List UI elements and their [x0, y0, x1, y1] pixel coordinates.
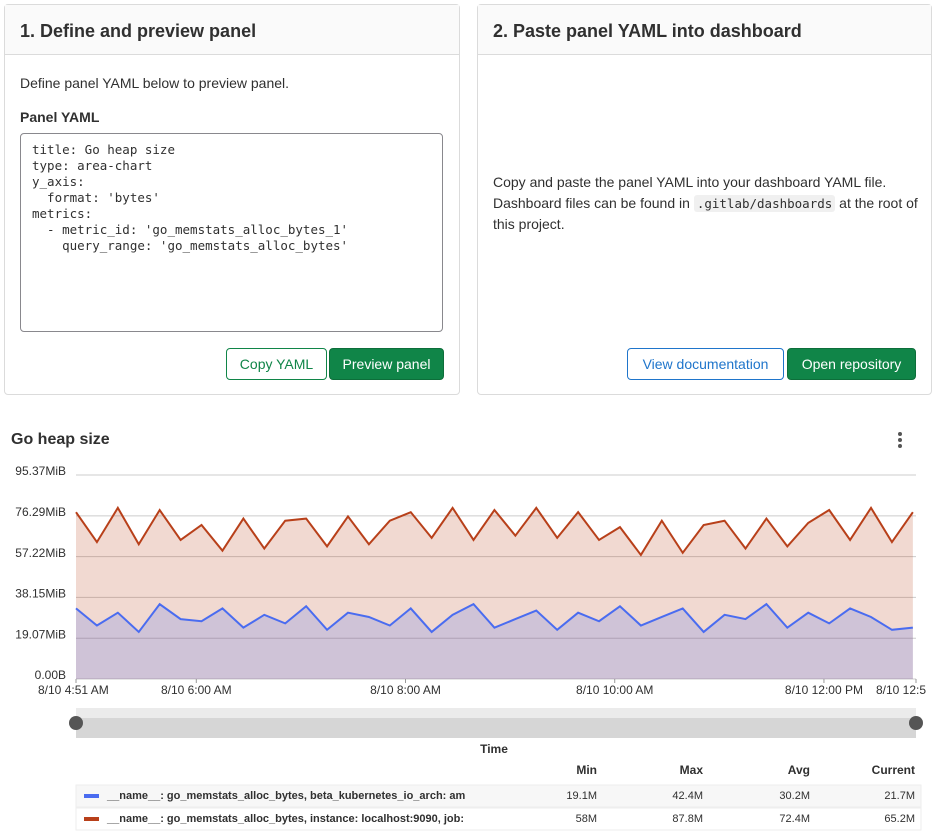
series-line: [75, 505, 914, 557]
x-tick-label: 8/10 12:00 PM: [785, 683, 863, 697]
zoom-handle[interactable]: [909, 716, 923, 730]
legend-stat: 30.2M: [779, 790, 810, 802]
preview-button[interactable]: Preview panel: [329, 348, 444, 380]
x-tick-label: 8/10 6:00 AM: [161, 683, 232, 697]
card-title: 2. Paste panel YAML into dashboard: [478, 5, 931, 55]
menu-button[interactable]: [898, 432, 902, 448]
y-tick-label: 57.22MiB: [15, 546, 66, 560]
y-tick-label: 19.07MiB: [15, 627, 66, 641]
x-tick-label: 8/10 8:00 AM: [370, 683, 441, 697]
text: Copy and paste the panel YAML into your …: [493, 174, 887, 211]
legend-row: [75, 784, 922, 808]
legend-column-header: Min: [576, 763, 597, 777]
legend-name: __name__: go_memstats_alloc_bytes, insta…: [106, 813, 464, 825]
legend-stat: 19.1M: [566, 790, 597, 802]
paste-card: 2. Paste panel YAML into dashboard Copy …: [477, 4, 932, 395]
docs-button[interactable]: View documentation: [627, 348, 784, 380]
repo-button[interactable]: Open repository: [787, 348, 916, 380]
legend-row: [75, 807, 922, 831]
y-tick-label: 38.15MiB: [15, 587, 66, 601]
yaml-editor[interactable]: title: Go heap size type: area-chart y_a…: [20, 133, 443, 332]
chart-title: Go heap size: [11, 431, 110, 448]
series-line: [75, 602, 913, 634]
legend-name: __name__: go_memstats_alloc_bytes, beta_…: [106, 790, 465, 802]
x-tick-label: 8/10 12:5: [876, 683, 926, 697]
legend-stat: 21.7M: [884, 790, 915, 802]
x-axis-label: Time: [480, 742, 508, 756]
legend-stat: 65.2M: [884, 813, 915, 825]
legend-column-header: Max: [680, 763, 704, 777]
area-fill: [76, 604, 913, 679]
area-fill: [76, 507, 913, 679]
legend-stat: 87.8M: [672, 813, 703, 825]
zoom-preview: [76, 718, 916, 738]
x-tick-label: 8/10 10:00 AM: [576, 683, 653, 697]
yaml-label: Panel YAML: [20, 109, 100, 125]
copy-button[interactable]: Copy YAML: [226, 348, 327, 380]
y-tick-label: 0.00B: [35, 668, 66, 682]
x-tick-label: 8/10 4:51 AM: [38, 683, 109, 697]
legend-stat: 58M: [576, 813, 597, 825]
card-title: 1. Define and preview panel: [5, 5, 459, 55]
text: at the root of this project.: [493, 195, 918, 232]
description: Define panel YAML below to preview panel…: [20, 75, 290, 91]
y-tick-label: 76.29MiB: [15, 505, 66, 519]
legend-stat: 72.4M: [779, 813, 810, 825]
legend-column-header: Avg: [788, 763, 810, 777]
code: .gitlab/dashboards: [693, 195, 836, 212]
legend-column-header: Current: [872, 763, 915, 777]
define-card: 1. Define and preview panel Define panel…: [4, 4, 460, 395]
instructions: Copy and paste the panel YAML into your …: [493, 172, 918, 235]
chart: Go heap size Time 0.00B 19.07MiB 38.15MiB 5…: [11, 431, 926, 831]
zoom-handle[interactable]: [69, 716, 83, 730]
legend-stat: 42.4M: [672, 790, 703, 802]
y-tick-label: 95.37MiB: [15, 464, 66, 478]
